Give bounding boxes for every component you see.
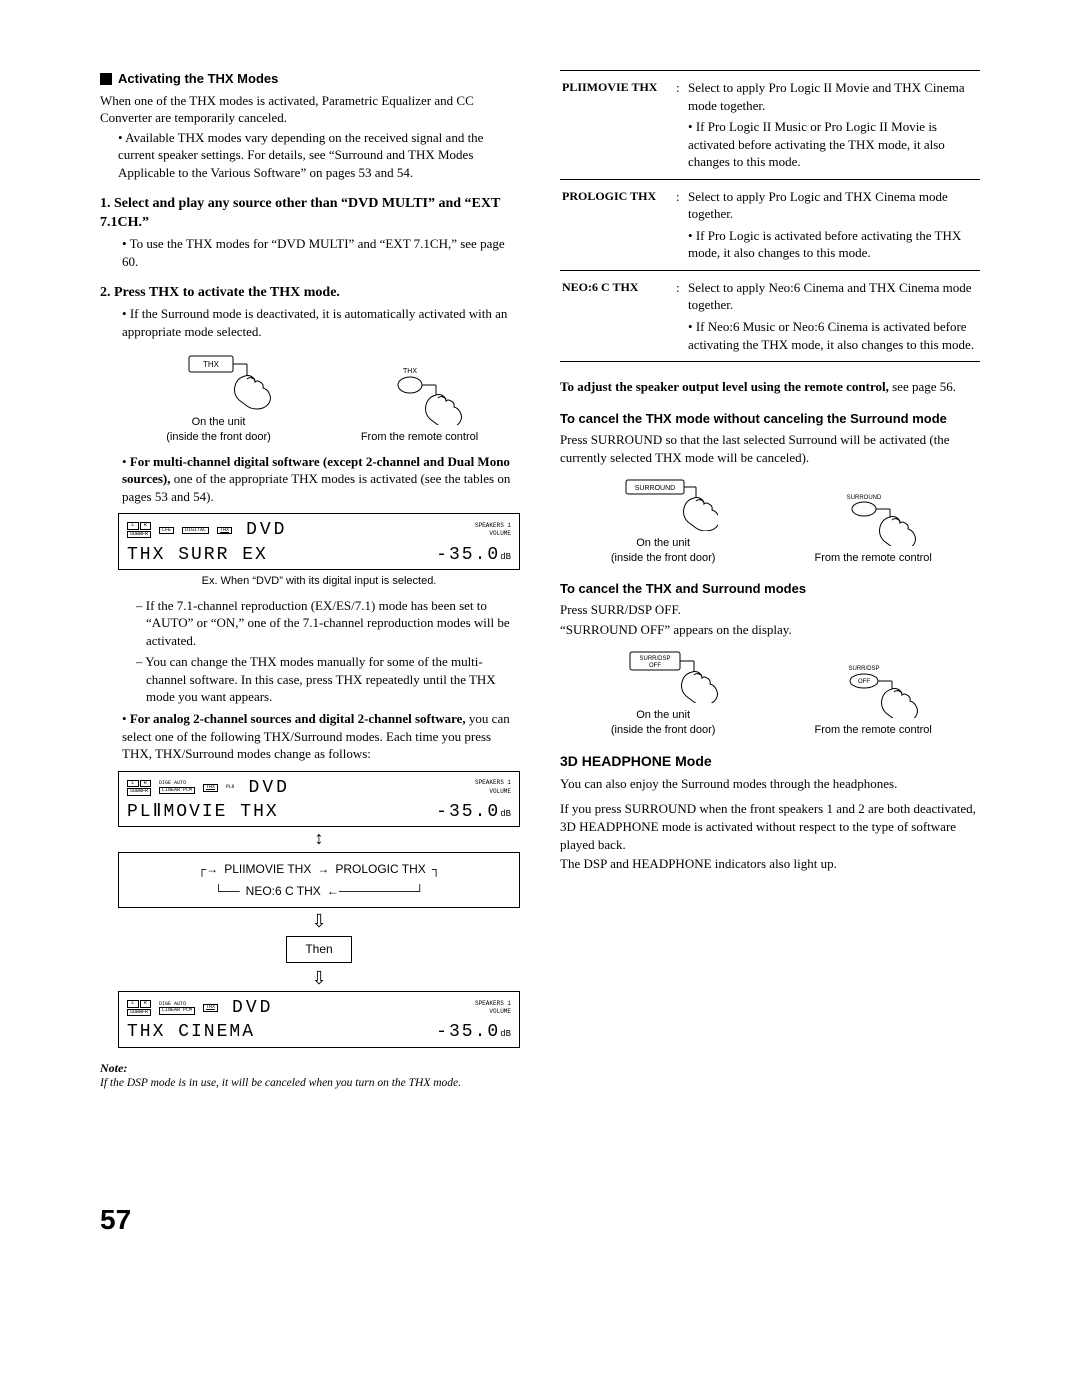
page-number: 57 (100, 1201, 980, 1239)
lcd-display-2: L R SUBWFR DIGE AUTOLINEAR PCM THX PLⅡ D… (118, 771, 520, 828)
table-row: NEO:6 C THX : Select to apply Neo:6 Cine… (560, 271, 980, 361)
thx-button-diagram-row: THX On the unit (inside the front door) … (118, 350, 520, 445)
surround-remote-button-icon: SURROUND (818, 491, 928, 546)
flow-arrow-icon: ↕ (118, 831, 520, 845)
step-1-heading: 1. Select and play any source other than… (100, 195, 520, 233)
surround-button-diagram-row: SURROUND On the unit (inside the front d… (560, 476, 980, 566)
cancel-both-text2: “SURROUND OFF” appears on the display. (560, 621, 980, 639)
thx-modes-table: PLIIMOVIE THX : Select to apply Pro Logi… (560, 70, 980, 362)
step2-bullet: If the Surround mode is deactivated, it … (122, 305, 520, 340)
cancel-thx-text: Press SURROUND so that the last selected… (560, 431, 980, 466)
dash-item-1: If the 7.1-channel reproduction (EX/ES/7… (136, 597, 520, 650)
svg-text:OFF: OFF (858, 679, 870, 685)
right-column: PLIIMOVIE THX : Select to apply Pro Logi… (560, 70, 980, 1091)
surrdsp-button-diagram-row: SURR/DSP OFF On the unit (inside the fro… (560, 648, 980, 738)
on-unit-caption: On the unit (inside the front door) (608, 536, 718, 566)
on-unit-caption: On the unit (inside the front door) (608, 708, 718, 738)
step1-bullet: To use the THX modes for “DVD MULTI” and… (122, 235, 520, 270)
analog-bullet: For analog 2-channel sources and digital… (122, 710, 520, 763)
heading-block-icon (100, 73, 112, 85)
svg-text:SURR/DSP: SURR/DSP (640, 656, 671, 662)
3d-headphone-p2: If you press SURROUND when the front spe… (560, 800, 980, 853)
surrdsp-unit-button-icon: SURR/DSP OFF (608, 648, 718, 703)
adjust-paragraph: To adjust the speaker output level using… (560, 378, 980, 396)
thx-remote-button-icon: THX (360, 365, 480, 425)
note-text: If the DSP mode is in use, it will be ca… (100, 1076, 520, 1092)
3d-headphone-p1: You can also enjoy the Surround modes th… (560, 775, 980, 793)
flow-arrow-icon: ⇩ (118, 971, 520, 985)
intro-bullet: Available THX modes vary depending on th… (118, 129, 520, 182)
dash-item-2: You can change the THX modes manually fo… (136, 653, 520, 706)
lcd-display-3: L R SUBWFR DIGE AUTOLINEAR PCM THX DVD S… (118, 991, 520, 1048)
thx-unit-button-icon: THX (159, 350, 279, 410)
table-row: PLIIMOVIE THX : Select to apply Pro Logi… (560, 71, 980, 180)
from-remote-caption: From the remote control (814, 551, 931, 566)
svg-text:OFF: OFF (649, 663, 661, 669)
lcd1-caption: Ex. When “DVD” with its digital input is… (118, 574, 520, 589)
svg-text:SURROUND: SURROUND (635, 485, 675, 492)
svg-text:THX: THX (203, 360, 220, 369)
cancel-both-text1: Press SURR/DSP OFF. (560, 601, 980, 619)
surrdsp-remote-button-icon: SURR/DSP OFF (818, 663, 928, 718)
activating-thx-heading: Activating the THX Modes (100, 70, 520, 88)
svg-text:SURR/DSP: SURR/DSP (849, 666, 880, 672)
intro-paragraph: When one of the THX modes is activated, … (100, 92, 520, 127)
surround-unit-button-icon: SURROUND (608, 476, 718, 531)
cancel-thx-heading: To cancel the THX mode without canceling… (560, 410, 980, 428)
cancel-both-heading: To cancel the THX and Surround modes (560, 580, 980, 598)
left-column: Activating the THX Modes When one of the… (100, 70, 520, 1091)
svg-text:THX: THX (403, 368, 417, 375)
multi-channel-bullet: For multi-channel digital software (exce… (122, 453, 520, 506)
step-2-heading: 2. Press THX to activate the THX mode. (100, 284, 520, 303)
on-unit-caption: On the unit (inside the front door) (159, 415, 279, 445)
from-remote-caption: From the remote control (360, 430, 480, 445)
then-box: Then (286, 936, 351, 962)
note-label: Note: (100, 1060, 520, 1076)
flow-arrow-icon: ⇩ (118, 914, 520, 928)
table-row: PROLOGIC THX : Select to apply Pro Logic… (560, 180, 980, 271)
svg-text:SURROUND: SURROUND (847, 495, 882, 501)
lcd-display-1: L R SUBWFR LFE DIGITAL THX DVD SPEAKERS … (118, 513, 520, 570)
3d-headphone-p3: The DSP and HEADPHONE indicators also li… (560, 855, 980, 873)
mode-cycle-box: ┌→PLIIMOVIE THX→PROLOGIC THX┐ └──NEO:6 C… (118, 852, 520, 908)
activating-thx-title: Activating the THX Modes (118, 70, 278, 88)
from-remote-caption: From the remote control (814, 723, 931, 738)
3d-headphone-heading: 3D HEADPHONE Mode (560, 752, 980, 771)
